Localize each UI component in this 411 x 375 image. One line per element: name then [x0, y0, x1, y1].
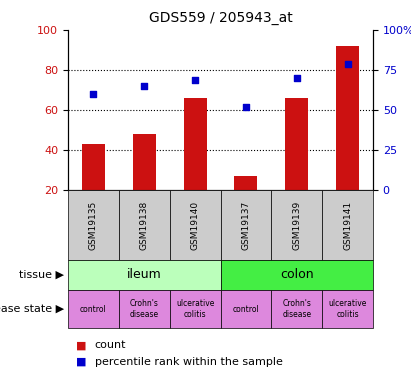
Text: tissue ▶: tissue ▶	[19, 270, 64, 280]
Text: GDS559 / 205943_at: GDS559 / 205943_at	[149, 11, 292, 25]
Text: percentile rank within the sample: percentile rank within the sample	[95, 357, 283, 367]
Text: GSM19141: GSM19141	[343, 200, 352, 250]
Bar	[119, 190, 170, 260]
Text: Crohn's
disease: Crohn's disease	[282, 299, 311, 319]
Text: ■: ■	[76, 357, 90, 367]
Bar	[285, 98, 308, 190]
Bar	[170, 190, 220, 260]
Text: GSM19140: GSM19140	[191, 200, 200, 250]
Bar	[220, 190, 271, 260]
Bar	[235, 176, 257, 190]
Bar	[271, 190, 322, 260]
Bar	[271, 290, 322, 328]
Text: ileum: ileum	[127, 268, 162, 282]
Text: control: control	[233, 304, 259, 313]
Bar	[68, 190, 119, 260]
Text: GSM19135: GSM19135	[89, 200, 98, 250]
Text: Crohn's
disease: Crohn's disease	[130, 299, 159, 319]
Point	[344, 61, 351, 67]
Bar	[336, 46, 359, 190]
Text: GSM19139: GSM19139	[292, 200, 301, 250]
Bar	[322, 290, 373, 328]
Point	[293, 75, 300, 81]
Text: control: control	[80, 304, 107, 313]
Bar	[82, 144, 105, 190]
Bar	[119, 290, 170, 328]
Point	[242, 104, 249, 110]
Bar	[170, 290, 220, 328]
Text: GSM19137: GSM19137	[241, 200, 250, 250]
Text: GSM19138: GSM19138	[140, 200, 149, 250]
Text: ■: ■	[76, 340, 90, 350]
Bar	[220, 290, 271, 328]
Bar	[220, 260, 373, 290]
Point	[141, 83, 148, 89]
Point	[192, 76, 199, 82]
Bar	[68, 260, 220, 290]
Text: colon: colon	[280, 268, 314, 282]
Bar	[184, 98, 206, 190]
Text: count: count	[95, 340, 126, 350]
Bar	[133, 134, 156, 190]
Text: ulcerative
colitis: ulcerative colitis	[176, 299, 214, 319]
Text: ulcerative
colitis: ulcerative colitis	[328, 299, 367, 319]
Text: disease state ▶: disease state ▶	[0, 304, 64, 314]
Bar	[322, 190, 373, 260]
Point	[90, 91, 97, 97]
Bar	[68, 290, 119, 328]
